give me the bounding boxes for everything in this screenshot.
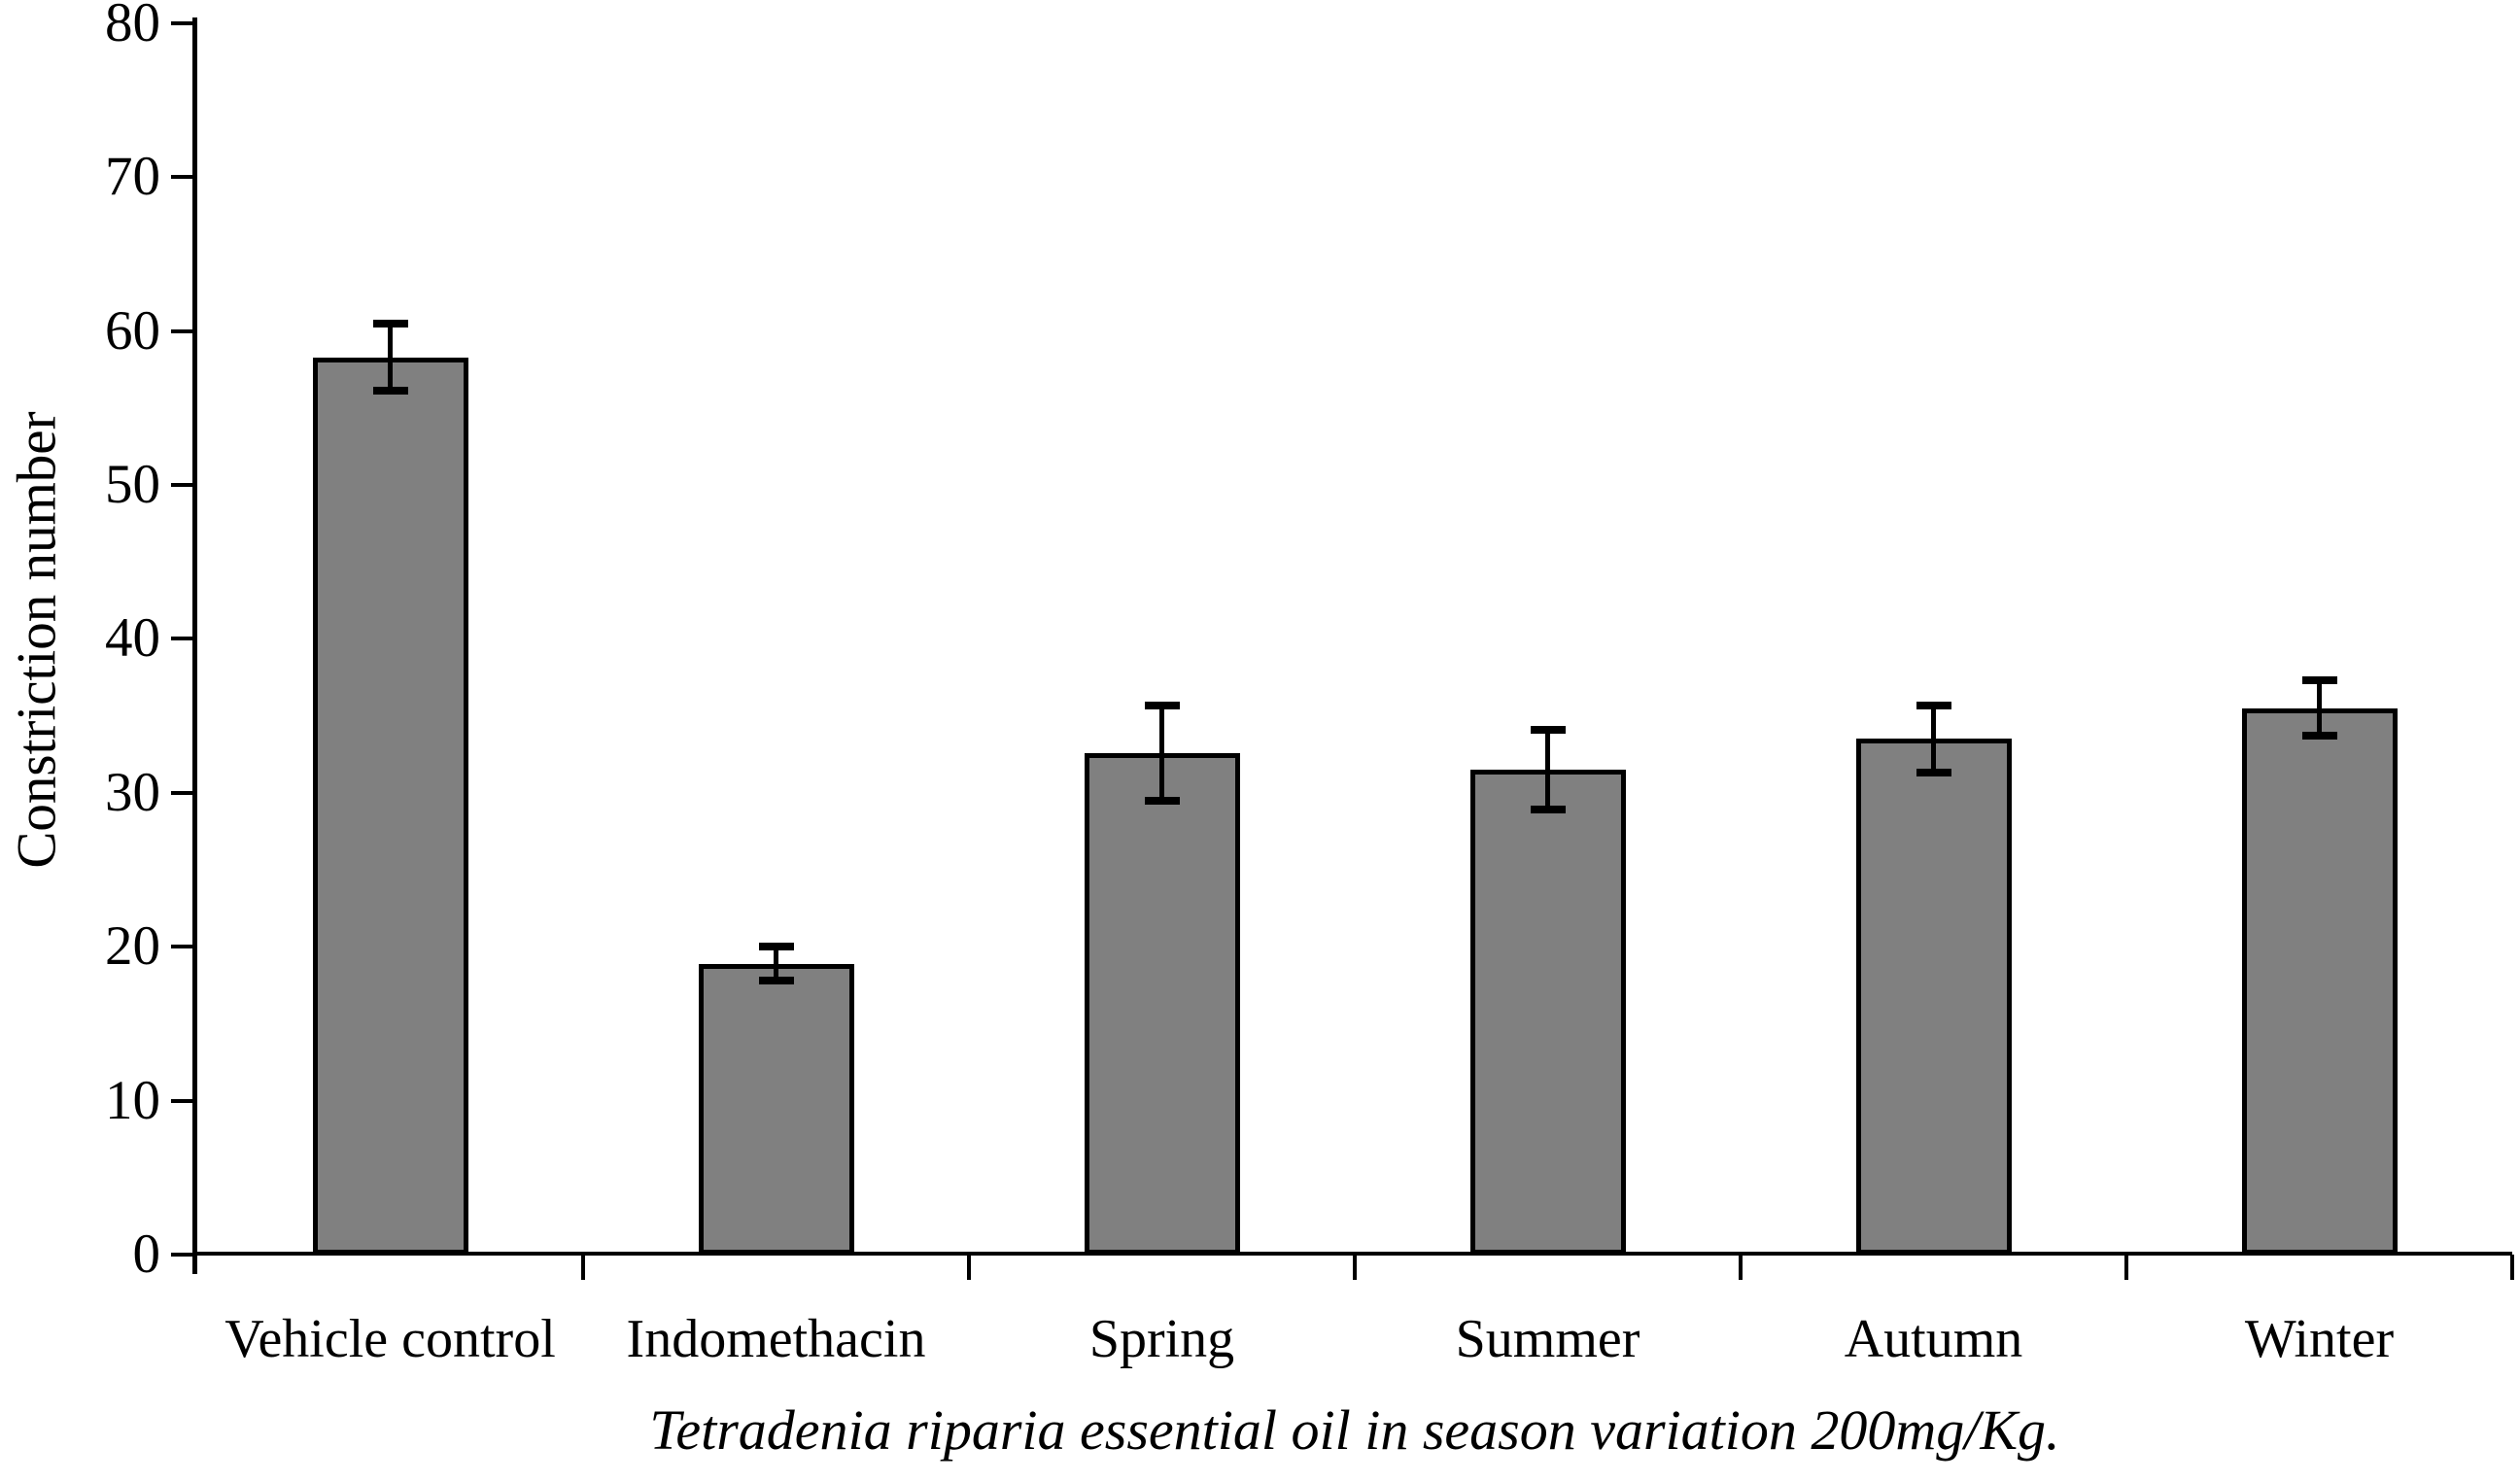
error-bar-top-cap-winter	[2301, 676, 2337, 685]
error-bar-top-cap-spring	[1144, 701, 1180, 709]
bar-indomethacin	[698, 963, 854, 1255]
y-tick	[171, 483, 192, 487]
x-tick	[1739, 1255, 1743, 1280]
error-bar-line-autumn	[1931, 705, 1936, 774]
x-tick	[2510, 1255, 2514, 1280]
error-bar-bottom-cap-indomethacin	[758, 977, 794, 985]
x-tick	[581, 1255, 585, 1280]
error-bar-top-cap-indomethacin	[758, 943, 794, 951]
bar-winter	[2241, 707, 2398, 1255]
y-axis-line	[192, 17, 197, 1274]
y-tick	[171, 945, 192, 949]
error-bar-line-winter	[2317, 680, 2322, 737]
error-bar-top-cap-summer	[1530, 725, 1566, 734]
x-category-label-spring: Spring	[1088, 1309, 1235, 1369]
bar-vehicle-control	[312, 357, 468, 1255]
error-bar-top-cap-vehicle-control	[372, 319, 408, 327]
error-bar-top-cap-autumn	[1916, 701, 1951, 709]
x-tick	[967, 1255, 971, 1280]
y-tick-label: 60	[105, 299, 160, 362]
x-axis-caption: Tetradenia riparia essential oil in seas…	[649, 1398, 2060, 1462]
error-bar-line-vehicle-control	[388, 323, 393, 392]
y-tick	[171, 637, 192, 641]
y-tick	[171, 1098, 192, 1103]
error-bar-line-summer	[1545, 729, 1550, 810]
y-tick-label: 70	[105, 146, 160, 208]
error-bar-bottom-cap-autumn	[1916, 769, 1951, 777]
x-category-label-autumn: Autumn	[1844, 1309, 2023, 1369]
bar-spring	[1084, 752, 1240, 1255]
x-category-label-vehicle-control: Vehicle control	[224, 1309, 556, 1369]
error-bar-bottom-cap-vehicle-control	[372, 387, 408, 396]
x-tick	[2124, 1255, 2128, 1280]
x-category-label-winter: Winter	[2244, 1309, 2395, 1369]
y-tick-label: 40	[105, 607, 160, 670]
error-bar-bottom-cap-summer	[1530, 806, 1566, 814]
y-tick-label: 20	[105, 915, 160, 978]
error-bar-line-indomethacin	[774, 947, 778, 982]
x-category-label-summer: Summer	[1455, 1309, 1640, 1369]
error-bar-bottom-cap-spring	[1144, 796, 1180, 805]
y-tick-label: 10	[105, 1069, 160, 1131]
y-tick	[171, 175, 192, 180]
bar-summer	[1469, 770, 1626, 1255]
y-tick	[171, 20, 192, 25]
y-tick	[171, 328, 192, 333]
y-tick	[171, 790, 192, 795]
bar-autumn	[1855, 739, 2012, 1255]
y-tick	[171, 1253, 192, 1257]
error-bar-bottom-cap-winter	[2301, 732, 2337, 741]
y-tick-label: 80	[105, 0, 160, 53]
x-tick	[1353, 1255, 1357, 1280]
x-axis-line	[192, 1252, 2512, 1256]
y-tick-label: 50	[105, 454, 160, 515]
error-bar-line-spring	[1159, 705, 1164, 801]
x-category-label-indomethacin: Indomethacin	[626, 1309, 926, 1369]
y-tick-label: 0	[132, 1224, 161, 1285]
y-tick-label: 30	[105, 761, 160, 823]
